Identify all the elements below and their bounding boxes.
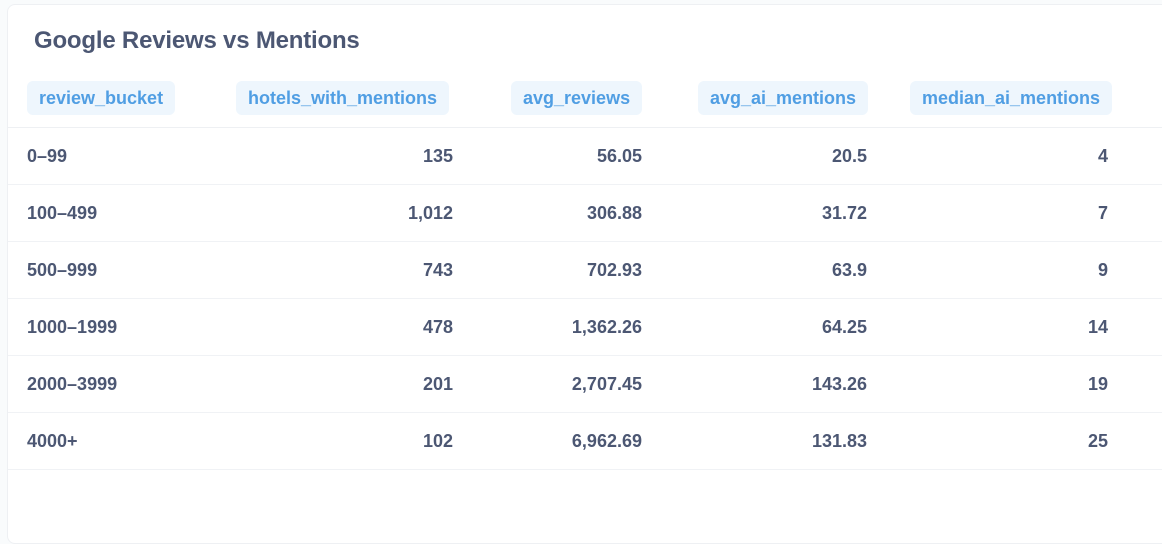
cell-hotels-with-mentions: 135 bbox=[422, 146, 453, 166]
cell-avg-ai-mentions: 64.25 bbox=[821, 317, 867, 337]
cell-avg-ai-mentions: 131.83 bbox=[811, 431, 867, 451]
cell-median-ai-mentions: 25 bbox=[1087, 431, 1108, 451]
cell-avg-reviews: 2,707.45 bbox=[571, 374, 642, 394]
header-divider bbox=[8, 127, 1162, 128]
cell-median-ai-mentions: 19 bbox=[1087, 374, 1108, 394]
column-header-avg-ai-mentions[interactable]: avg_ai_mentions bbox=[698, 81, 869, 115]
cell-review-bucket: 1000–1999 bbox=[27, 317, 118, 337]
cell-review-bucket: 0–99 bbox=[27, 146, 68, 166]
cell-avg-reviews: 306.88 bbox=[586, 203, 642, 223]
cell-hotels-with-mentions: 102 bbox=[422, 431, 453, 451]
cell-avg-ai-mentions: 20.5 bbox=[831, 146, 867, 166]
table-row: 500–999 743 702.93 63.9 9 bbox=[8, 242, 1162, 299]
cell-median-ai-mentions: 14 bbox=[1087, 317, 1108, 337]
cell-hotels-with-mentions: 743 bbox=[422, 260, 453, 280]
cell-median-ai-mentions: 9 bbox=[1097, 260, 1108, 280]
cell-review-bucket: 4000+ bbox=[27, 431, 78, 451]
column-header-avg-reviews[interactable]: avg_reviews bbox=[511, 81, 643, 115]
cell-avg-reviews: 6,962.69 bbox=[571, 431, 642, 451]
table-row: 0–99 135 56.05 20.5 4 bbox=[8, 128, 1162, 185]
table-row: 2000–3999 201 2,707.45 143.26 19 bbox=[8, 356, 1162, 413]
cell-avg-reviews: 702.93 bbox=[586, 260, 642, 280]
cell-avg-ai-mentions: 63.9 bbox=[831, 260, 867, 280]
cell-review-bucket: 100–499 bbox=[27, 203, 98, 223]
table-row: 100–499 1,012 306.88 31.72 7 bbox=[8, 185, 1162, 242]
column-header-median-ai-mentions[interactable]: median_ai_mentions bbox=[910, 81, 1113, 115]
cell-hotels-with-mentions: 1,012 bbox=[407, 203, 453, 223]
column-header-review-bucket[interactable]: review_bucket bbox=[27, 81, 176, 115]
column-header-hotels-with-mentions[interactable]: hotels_with_mentions bbox=[236, 81, 450, 115]
cell-avg-ai-mentions: 31.72 bbox=[821, 203, 867, 223]
cell-median-ai-mentions: 4 bbox=[1097, 146, 1108, 166]
cell-hotels-with-mentions: 478 bbox=[422, 317, 453, 337]
table-row: 4000+ 102 6,962.69 131.83 25 bbox=[8, 413, 1162, 470]
cell-median-ai-mentions: 7 bbox=[1097, 203, 1108, 223]
cell-avg-reviews: 1,362.26 bbox=[571, 317, 642, 337]
cell-avg-reviews: 56.05 bbox=[596, 146, 642, 166]
table-row: 1000–1999 478 1,362.26 64.25 14 bbox=[8, 299, 1162, 356]
cell-avg-ai-mentions: 143.26 bbox=[811, 374, 867, 394]
table-card: Google Reviews vs Mentions review_bucket… bbox=[7, 4, 1162, 544]
card-title: Google Reviews vs Mentions bbox=[34, 27, 360, 54]
cell-review-bucket: 500–999 bbox=[27, 260, 98, 280]
cell-review-bucket: 2000–3999 bbox=[27, 374, 118, 394]
cell-hotels-with-mentions: 201 bbox=[422, 374, 453, 394]
